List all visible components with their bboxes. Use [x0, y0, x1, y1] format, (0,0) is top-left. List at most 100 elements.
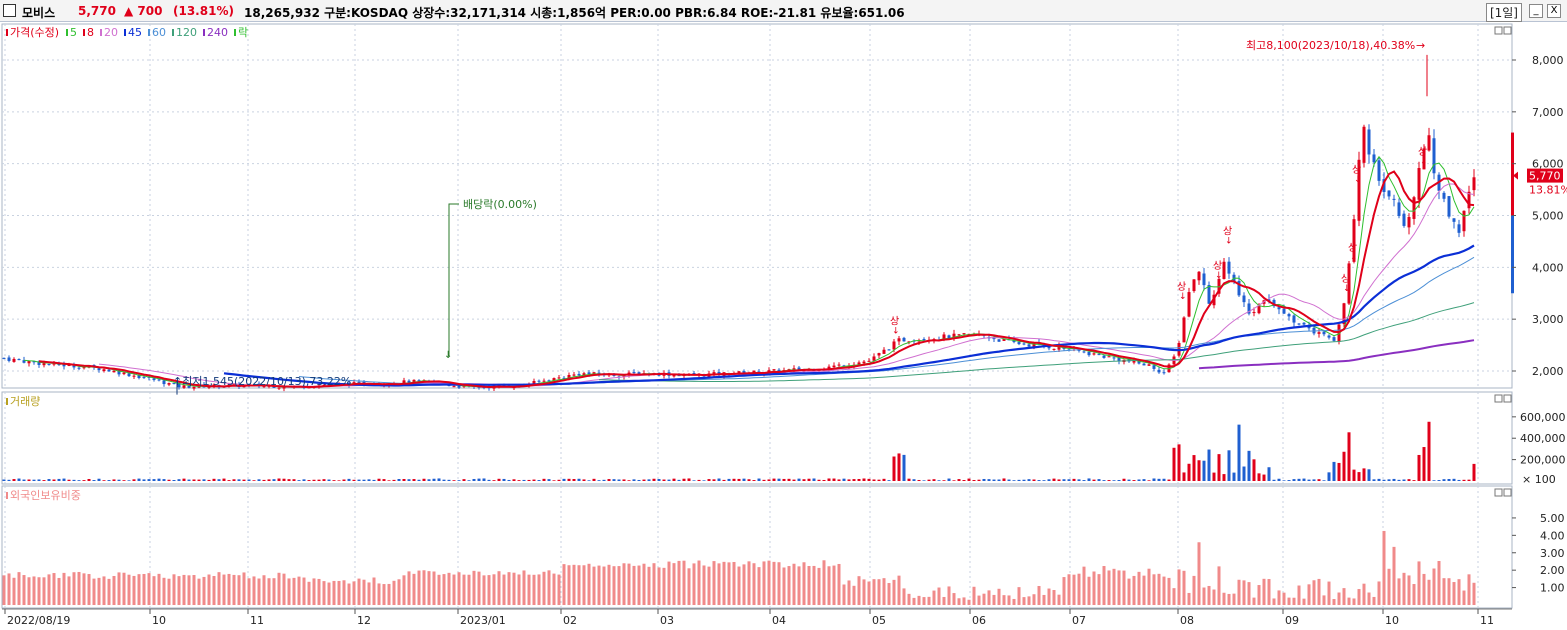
volume-bar — [362, 479, 366, 481]
limit-up-arrow-icon: ↓ — [1343, 284, 1351, 294]
foreign-ratio-bar — [337, 580, 341, 605]
volume-bar — [1227, 450, 1231, 481]
foreign-ratio-bar — [957, 598, 961, 605]
volume-bar — [327, 479, 331, 481]
volume-bar — [122, 480, 126, 481]
foreign-ratio-bar — [1467, 574, 1471, 605]
candle-body — [792, 368, 796, 370]
foreign-ratio-bar — [1287, 597, 1291, 605]
foreign-ratio-bar — [922, 597, 926, 605]
foreign-ratio-bar — [672, 563, 676, 605]
foreign-ratio-bar — [567, 565, 571, 605]
foreign-ratio-bar — [892, 579, 896, 605]
foreign-ratio-bar — [297, 576, 301, 605]
foreign-ratio-bar — [457, 572, 461, 605]
foreign-ratio-bar — [557, 574, 561, 605]
foreign-ratio-bar — [812, 565, 816, 605]
x-tick-label: 06 — [972, 614, 986, 627]
candle-body — [1157, 369, 1161, 373]
candle-body — [1242, 295, 1246, 303]
volume-bar — [547, 479, 551, 481]
foreign-ratio-bar — [1017, 587, 1021, 605]
volume-bar — [1077, 479, 1081, 481]
foreign-ratio-bar — [27, 577, 31, 605]
volume-bar — [482, 478, 486, 481]
volume-bar — [1372, 479, 1376, 481]
volume-bar — [1467, 479, 1471, 481]
stock-chart[interactable]: 최고8,100(2023/10/18),40.38% → ↑최저1,545(2022… — [0, 22, 1567, 630]
x-tick-label: 2022/08/19 — [7, 614, 70, 627]
volume-bar — [1022, 479, 1026, 481]
volume-bar — [762, 479, 766, 481]
foreign-ratio-bar — [667, 561, 671, 605]
limit-up-arrow-icon: ↓ — [1179, 292, 1187, 302]
foreign-ratio-bar — [192, 575, 196, 605]
restore-icon[interactable]: _ — [1529, 4, 1543, 18]
volume-bar — [97, 478, 101, 481]
foreign-ratio-bar — [1182, 570, 1186, 605]
stock-name[interactable]: 모비스 — [22, 6, 56, 20]
volume-bar — [222, 478, 226, 481]
select-checkbox[interactable] — [3, 4, 16, 17]
candle-body — [1047, 345, 1051, 349]
volume-bar — [657, 479, 661, 481]
foreign-ratio-bar — [237, 575, 241, 605]
volume-bar — [507, 479, 511, 481]
candle-body — [837, 364, 841, 366]
volume-bar — [997, 479, 1001, 481]
foreign-ratio-bar — [482, 575, 486, 605]
foreign-ratio-bar — [122, 572, 126, 605]
x-tick-label: 12 — [357, 614, 371, 627]
volume-bar — [1257, 473, 1261, 481]
volume-bar — [1377, 478, 1381, 481]
foreign-ratio-bar — [747, 561, 751, 605]
volume-bar — [767, 479, 771, 481]
candle-body — [117, 370, 121, 375]
volume-bar — [807, 478, 811, 481]
volume-bar — [1157, 478, 1161, 481]
foreign-ratio-bar — [617, 566, 621, 605]
candle-body — [1102, 355, 1106, 358]
volume-bar — [172, 480, 176, 481]
foreign-ratio-bar — [1452, 582, 1456, 605]
volume-bar — [17, 478, 21, 481]
volume-bar — [517, 480, 521, 481]
foreign-ratio-bar — [762, 561, 766, 605]
close-icon[interactable]: X — [1547, 4, 1561, 18]
foreign-ratio-bar — [917, 595, 921, 605]
volume-bar — [797, 478, 801, 481]
candle-body — [567, 375, 571, 379]
foreign-ratio-bar — [1067, 574, 1071, 605]
limit-up-marker: 상 — [1348, 242, 1357, 254]
volume-bar — [457, 480, 461, 481]
candle-body — [1097, 354, 1101, 356]
volume-bar — [357, 479, 361, 481]
volume-bar — [637, 479, 641, 481]
foreign-ratio-bar — [582, 565, 586, 605]
volume-bar — [57, 478, 61, 481]
candle-body — [1197, 271, 1201, 281]
volume-bar — [147, 479, 151, 481]
candle-body — [672, 374, 676, 377]
foreign-ratio-bar — [167, 578, 171, 605]
volume-bar — [757, 478, 761, 481]
volume-bar — [1177, 444, 1181, 481]
volume-bar — [617, 479, 621, 481]
candle-body — [1162, 372, 1166, 374]
foreign-ratio-bar — [1062, 577, 1066, 605]
foreign-ratio-bar — [1097, 574, 1101, 605]
candle-body — [1432, 138, 1436, 174]
chart-area[interactable]: 최고8,100(2023/10/18),40.38% → ↑최저1,545(2022… — [0, 22, 1567, 630]
volume-bar — [557, 479, 561, 481]
foreign-ratio-bar — [372, 577, 376, 605]
volume-legend: 거래량 — [10, 395, 40, 408]
volume-bar — [697, 479, 701, 481]
volume-bar — [902, 454, 906, 481]
period-selector[interactable]: [1일] — [1485, 3, 1522, 22]
candle-body — [1227, 261, 1231, 274]
volume-bar — [1447, 479, 1451, 481]
volume-bar — [592, 478, 596, 481]
legend-item: 60 — [152, 26, 166, 39]
foreign-ratio-bar — [572, 564, 576, 605]
candle-body — [1192, 279, 1196, 292]
